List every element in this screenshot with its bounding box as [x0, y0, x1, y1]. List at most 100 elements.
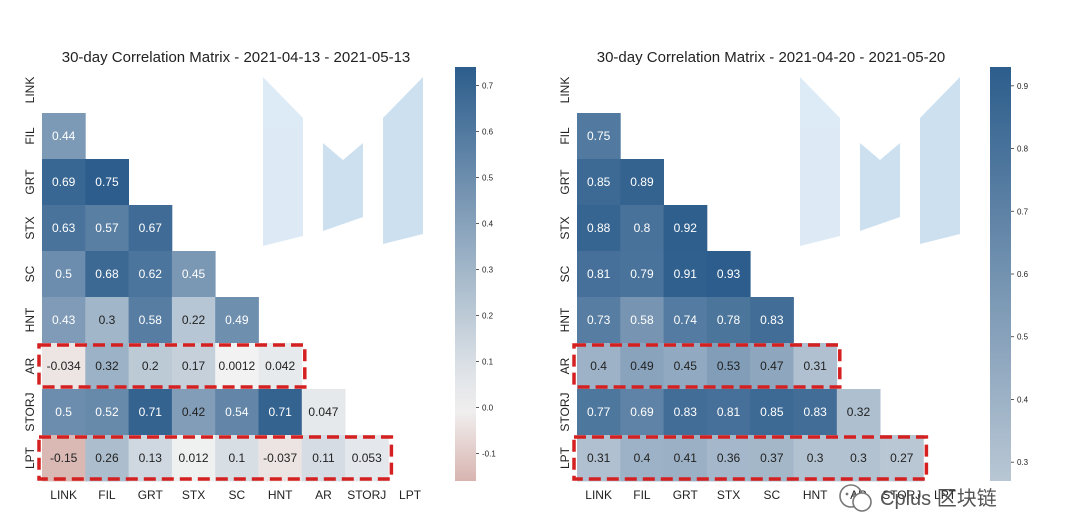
heatmap-cell [577, 389, 621, 436]
heatmap-cell [663, 343, 708, 390]
colorbar-tick-label: 0.4 [482, 219, 494, 228]
cell-value-label: 0.79 [630, 267, 654, 281]
cell-value-label: 0.26 [95, 451, 119, 465]
cell-value-label: -0.037 [263, 451, 297, 465]
colorbar-tick-label: 0.4 [1017, 395, 1029, 404]
y-tick-label: FIL [558, 127, 572, 145]
heatmap-cell [750, 343, 794, 390]
heatmap-cell [42, 435, 86, 482]
cell-value-label: 0.81 [587, 267, 611, 281]
cell-value-label: 0.73 [587, 313, 611, 327]
x-tick-label: LPT [934, 488, 957, 502]
row-highlight-box [572, 343, 842, 389]
x-tick-label: FIL [98, 488, 116, 502]
heatmap-cell [258, 343, 303, 390]
y-tick-label: HNT [23, 307, 37, 332]
y-tick-label: LPT [23, 446, 37, 469]
heatmap-cell [85, 251, 129, 298]
y-tick-label: LPT [558, 446, 572, 469]
heatmap-cell [663, 389, 708, 436]
heatmap-cell [171, 297, 216, 344]
colorbar [455, 67, 476, 481]
heatmap-cell [171, 343, 216, 390]
cell-value-label: 0.2 [142, 359, 159, 373]
heatmap-cell [793, 389, 838, 436]
cell-value-label: 0.57 [95, 221, 119, 235]
logo-icon [800, 77, 960, 246]
cell-value-label: 0.83 [803, 405, 827, 419]
cell-value-label: 0.3 [99, 313, 116, 327]
row-highlight-box [37, 435, 394, 481]
heatmap-cell [128, 343, 173, 390]
heatmap-cell [620, 435, 664, 482]
x-tick-label: GRT [673, 488, 699, 502]
heatmap-cell [663, 205, 708, 252]
cell-value-label: 0.81 [717, 405, 741, 419]
x-tick-label: STORJ [347, 488, 386, 502]
cell-value-label: 0.042 [265, 359, 295, 373]
heatmap-cell [42, 159, 86, 206]
x-tick-label: STORJ [882, 488, 921, 502]
y-tick-label: LINK [23, 77, 37, 104]
y-tick-label: FIL [23, 127, 37, 145]
heatmap-cell [42, 389, 86, 436]
y-tick-label: HNT [558, 307, 572, 332]
colorbar-tick-label: 0.2 [482, 311, 494, 320]
cell-value-label: 0.012 [179, 451, 209, 465]
cell-value-label: 0.74 [674, 313, 698, 327]
cell-value-label: 0.17 [182, 359, 206, 373]
y-tick-label: AR [23, 357, 37, 374]
heatmap-cell [128, 251, 173, 298]
row-highlight-box [37, 343, 307, 389]
heatmap-cell [663, 435, 708, 482]
heatmap-cell [128, 435, 173, 482]
heatmap-cell [577, 113, 621, 160]
heatmap-cell [577, 159, 621, 206]
colorbar [990, 67, 1011, 481]
cell-value-label: 0.22 [182, 313, 206, 327]
heatmap-cell [85, 343, 129, 390]
cell-value-label: 0.5 [55, 405, 72, 419]
colorbar-tick-label: 0.0 [482, 403, 494, 412]
cell-value-label: 0.49 [225, 313, 249, 327]
heatmap-cell [85, 159, 129, 206]
heatmap-cell [215, 297, 259, 344]
heatmap-cell [880, 435, 924, 482]
heatmap-cell [750, 389, 794, 436]
cell-value-label: 0.75 [95, 175, 119, 189]
cell-value-label: 0.32 [95, 359, 119, 373]
cell-value-label: 0.88 [587, 221, 611, 235]
cell-value-label: 0.3 [850, 451, 867, 465]
colorbar-tick-label: 0.7 [1017, 207, 1029, 216]
cell-value-label: 0.053 [352, 451, 382, 465]
cell-value-label: 0.71 [139, 405, 163, 419]
heatmap-cell [793, 435, 838, 482]
cell-value-label: -0.15 [50, 451, 78, 465]
colorbar-tick-label: 0.3 [1017, 458, 1029, 467]
cell-value-label: 0.4 [590, 359, 607, 373]
x-tick-label: SC [764, 488, 781, 502]
heatmap-cell [42, 251, 86, 298]
x-tick-label: HNT [803, 488, 828, 502]
colorbar-tick-label: 0.5 [482, 173, 494, 182]
heatmap-cell [171, 435, 216, 482]
heatmap-cell [706, 297, 751, 344]
cell-value-label: 0.31 [803, 359, 827, 373]
x-tick-label: AR [315, 488, 332, 502]
x-tick-label: SC [229, 488, 246, 502]
heatmap-cell [258, 389, 303, 436]
heatmap-cell [85, 435, 129, 482]
cell-value-label: 0.91 [674, 267, 698, 281]
cell-value-label: 0.13 [139, 451, 163, 465]
cell-value-label: 0.83 [674, 405, 698, 419]
logo-shape-right [383, 77, 423, 244]
x-tick-label: HNT [268, 488, 293, 502]
cell-value-label: 0.69 [630, 405, 654, 419]
heatmap-cell [620, 343, 664, 390]
chart-title: 30-day Correlation Matrix - 2021-04-13 -… [62, 49, 411, 66]
heatmap-cell [577, 251, 621, 298]
cell-value-label: 0.11 [312, 451, 335, 465]
logo-icon [263, 77, 423, 246]
cell-value-label: 0.85 [760, 405, 784, 419]
cell-value-label: 0.89 [630, 175, 654, 189]
